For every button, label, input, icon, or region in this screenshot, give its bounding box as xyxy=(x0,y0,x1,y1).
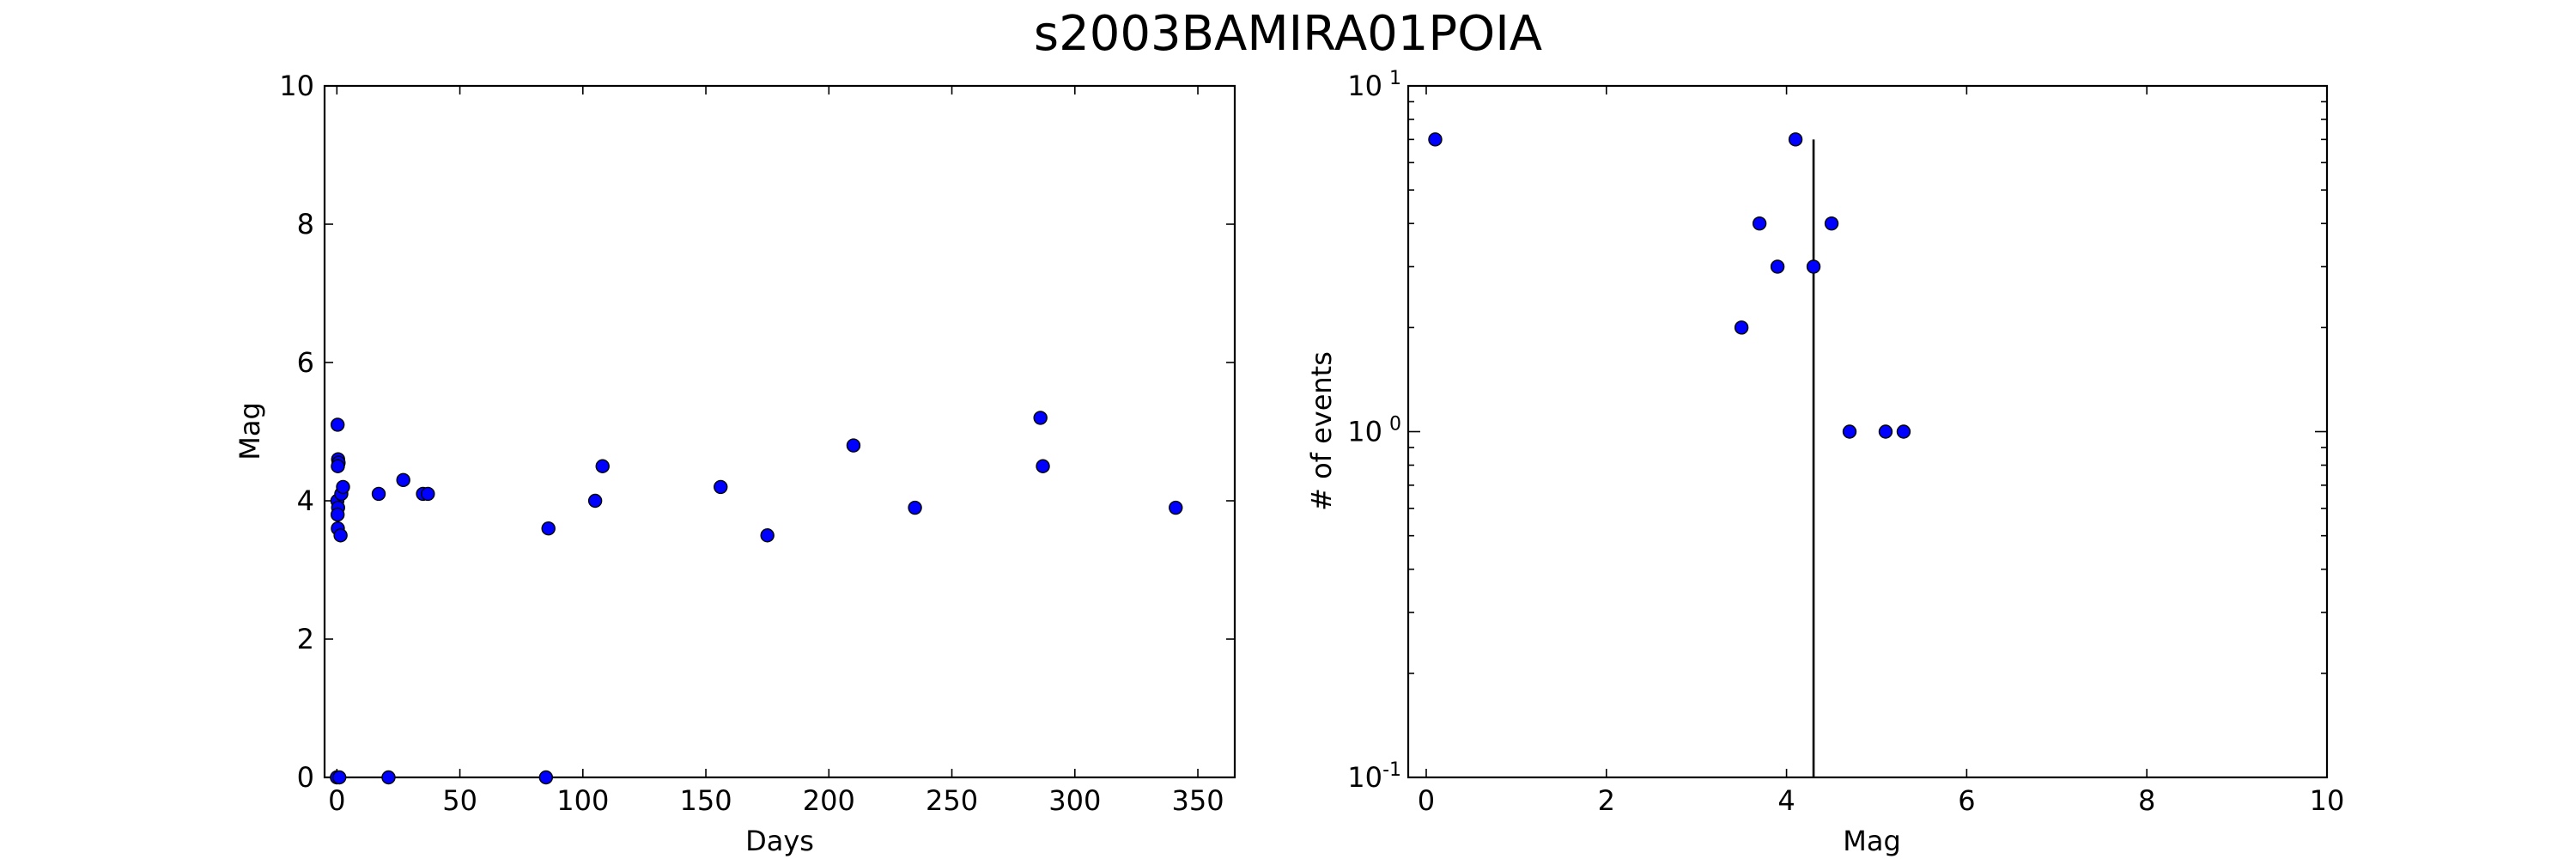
data-point xyxy=(541,521,556,536)
data-point xyxy=(1806,259,1821,274)
plot-area-right xyxy=(1406,84,2329,779)
y-tick-label: 10 xyxy=(1347,761,1382,794)
y-axis-label-right: # of events xyxy=(1305,351,1338,511)
y-axis-label-left: Mag xyxy=(234,402,266,460)
data-point xyxy=(1824,216,1839,231)
series-events-vs-mag xyxy=(1428,132,1911,439)
x-tick-label: 6 xyxy=(1958,784,1975,817)
y-tick-label: 10 xyxy=(1347,70,1382,102)
data-point xyxy=(1842,424,1857,439)
figure-title: s2003BAMIRA01POIA xyxy=(1034,6,1542,62)
data-point xyxy=(331,770,347,785)
data-point xyxy=(330,507,345,522)
x-tick-label: 0 xyxy=(328,784,345,817)
x-tick-label: 200 xyxy=(803,784,855,817)
axis-ticks-left: 0 50 100 150 200 250 300 350 0 2 4 6 8 10 xyxy=(279,70,1235,817)
data-point xyxy=(331,459,345,473)
data-point xyxy=(846,438,861,453)
y-tick-label-exponent: -1 xyxy=(1382,759,1401,781)
y-tick-label: 8 xyxy=(297,208,314,241)
data-point xyxy=(1878,424,1893,439)
y-tick-label: 0 xyxy=(297,761,314,794)
y-tick-label-exponent: 1 xyxy=(1389,68,1401,89)
x-axis-label-right: Mag xyxy=(1843,825,1901,857)
data-point xyxy=(1788,132,1803,147)
panel-mag-vs-days: 0 50 100 150 200 250 300 350 0 2 4 6 8 10 Days Mag xyxy=(234,70,1236,857)
data-point xyxy=(1036,459,1050,473)
data-point xyxy=(330,417,345,432)
x-tick-label: 8 xyxy=(2138,784,2155,817)
data-point xyxy=(908,500,922,515)
data-point xyxy=(760,528,775,543)
y-tick-label: 10 xyxy=(1347,416,1382,448)
x-tick-label: 300 xyxy=(1048,784,1101,817)
data-point xyxy=(714,479,728,495)
x-tick-label: 250 xyxy=(926,784,978,817)
data-point xyxy=(1169,500,1183,515)
data-point xyxy=(1033,411,1048,425)
data-point xyxy=(595,459,610,473)
x-tick-label: 100 xyxy=(556,784,609,817)
plot-area-left xyxy=(323,84,1236,779)
data-point xyxy=(1752,216,1767,231)
data-point xyxy=(587,493,603,509)
data-point xyxy=(538,770,554,785)
data-point xyxy=(336,479,350,495)
data-point xyxy=(1734,320,1749,335)
data-point xyxy=(1428,132,1443,147)
x-tick-label: 50 xyxy=(442,784,477,817)
x-tick-label: 150 xyxy=(680,784,732,817)
data-point xyxy=(1770,259,1785,274)
x-tick-label: 10 xyxy=(2310,784,2345,817)
x-tick-label: 2 xyxy=(1598,784,1615,817)
data-point xyxy=(396,472,410,488)
data-point xyxy=(1896,424,1911,439)
y-tick-label: 4 xyxy=(297,484,314,517)
data-point xyxy=(371,486,386,502)
x-tick-label: 4 xyxy=(1777,784,1795,817)
data-point xyxy=(381,770,396,785)
data-point xyxy=(421,486,435,502)
series-mag-vs-days xyxy=(330,411,1183,785)
y-tick-label: 6 xyxy=(297,346,314,379)
y-tick-label: 2 xyxy=(297,623,314,655)
x-axis-label-left: Days xyxy=(745,825,814,857)
x-tick-label: 0 xyxy=(1418,784,1435,817)
x-tick-label: 350 xyxy=(1171,784,1224,817)
data-point xyxy=(333,528,348,543)
y-tick-label: 10 xyxy=(279,70,314,102)
y-tick-label-exponent: 0 xyxy=(1389,414,1401,436)
